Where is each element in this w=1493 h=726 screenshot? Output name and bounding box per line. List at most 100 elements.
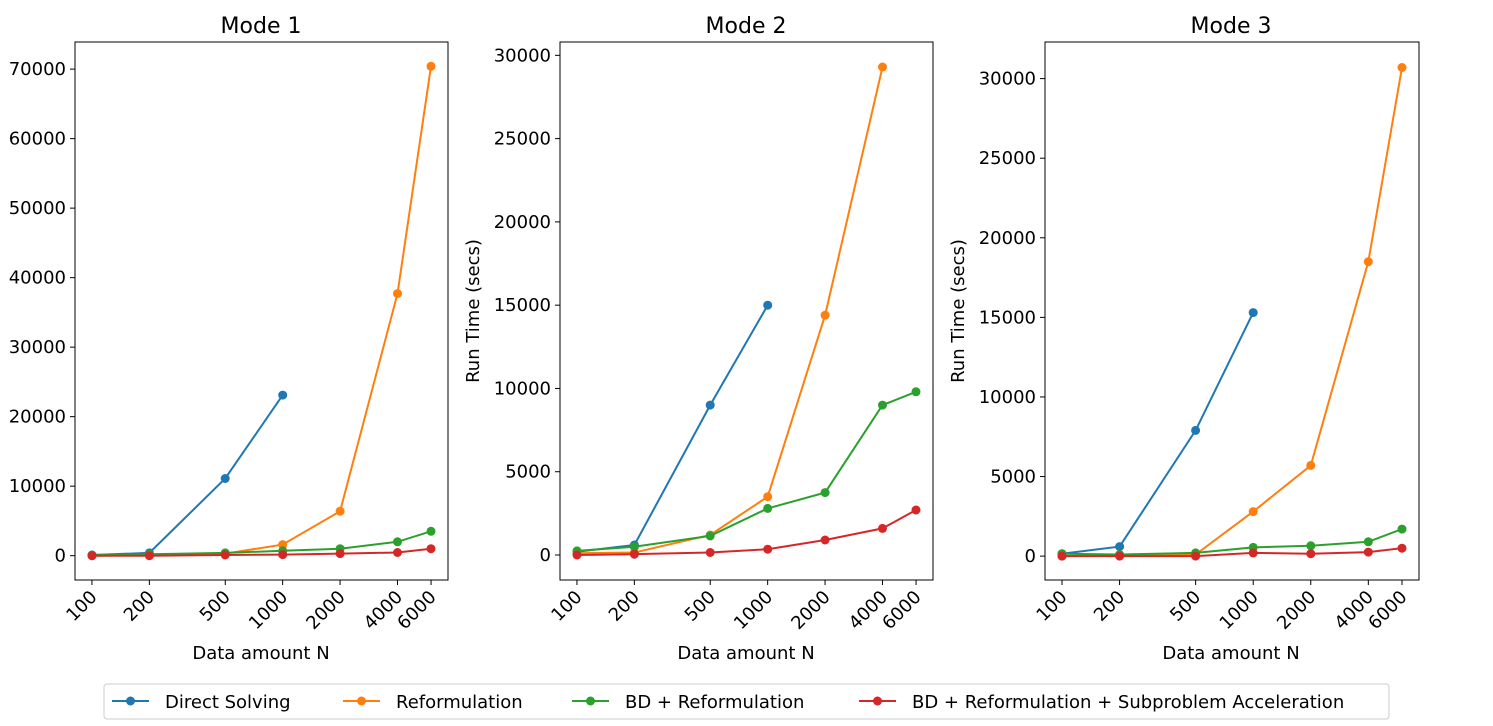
y-tick-label: 0 <box>55 546 66 567</box>
data-point <box>1363 547 1373 557</box>
data-point <box>572 550 582 560</box>
legend-entry: Direct Solving <box>112 692 291 713</box>
x-tick-label: 500 <box>196 587 235 626</box>
series-line <box>1061 67 1403 558</box>
x-axis-label: Data amount N <box>192 643 329 664</box>
series-line <box>91 394 284 556</box>
data-point <box>629 549 639 559</box>
x-tick-label: 1000 <box>1216 587 1263 634</box>
series-line <box>91 66 432 557</box>
legend-marker <box>873 696 882 706</box>
series-bd-reformulation-subproblem-acceleration <box>87 544 436 561</box>
data-point <box>278 540 288 550</box>
data-point <box>820 488 830 498</box>
panel-title: Mode 2 <box>706 14 787 39</box>
data-point <box>820 310 830 320</box>
series-line <box>576 66 884 555</box>
x-tick-label: 6000 <box>1364 587 1411 634</box>
x-tick-label: 200 <box>605 587 644 626</box>
x-tick-label: 100 <box>547 587 586 626</box>
data-point <box>1057 551 1067 561</box>
legend-label: BD + Reformulation <box>625 692 804 713</box>
legend-marker <box>586 696 595 706</box>
legend-label: Reformulation <box>396 692 523 713</box>
data-point <box>878 400 887 410</box>
x-tick-label: 200 <box>120 587 159 626</box>
x-tick-label: 6000 <box>393 587 440 634</box>
x-axis-label: Data amount N <box>677 643 814 664</box>
data-point <box>1397 524 1407 534</box>
x-tick-label: 1000 <box>730 587 777 634</box>
y-tick-label: 15000 <box>979 307 1036 328</box>
series-direct-solving <box>1057 308 1258 559</box>
data-point <box>911 387 921 397</box>
data-point <box>820 535 830 545</box>
plot-area: 0 5000 10000 15000 20000 25000 30000 100 200 500 1… <box>979 41 1420 634</box>
data-point <box>144 551 154 561</box>
panel-title: Mode 3 <box>1191 14 1272 39</box>
data-point <box>335 506 345 516</box>
y-tick-label: 20000 <box>494 212 551 233</box>
data-point <box>1248 308 1258 318</box>
y-tick-label: 40000 <box>9 268 66 289</box>
x-tick-label: 1000 <box>245 587 292 634</box>
x-tick-label: 2000 <box>1273 587 1320 634</box>
data-point <box>220 550 230 560</box>
data-point <box>1191 425 1201 435</box>
x-tick-label: 500 <box>1166 587 1205 626</box>
data-point <box>911 505 921 515</box>
data-point <box>1306 460 1316 470</box>
series-line <box>91 530 432 556</box>
panel-mode-1: Mode 1 0 10000 20000 30000 40000 50000 60000 70… <box>9 14 449 664</box>
data-point <box>393 537 402 547</box>
legend-marker <box>126 696 135 706</box>
data-point <box>1115 542 1125 552</box>
data-point <box>426 61 436 71</box>
data-point <box>1363 537 1373 547</box>
legend-entry: BD + Reformulation <box>572 692 804 713</box>
data-point <box>1191 551 1201 561</box>
x-tick-label: 100 <box>1032 587 1071 626</box>
data-point <box>1115 551 1125 561</box>
y-tick-label: 20000 <box>9 407 66 428</box>
y-tick-label: 30000 <box>9 337 66 358</box>
series-line <box>1061 312 1255 555</box>
y-tick-label: 70000 <box>9 59 66 80</box>
data-point <box>763 544 773 554</box>
y-tick-label: 25000 <box>494 129 551 150</box>
data-point <box>335 549 345 559</box>
data-point <box>1306 549 1316 559</box>
data-point <box>1397 543 1407 553</box>
data-point <box>705 548 715 557</box>
legend-frame <box>103 683 1390 720</box>
legend: Direct Solving Reformulation BD + Reformul… <box>103 683 1390 720</box>
series-line <box>1061 528 1403 556</box>
data-point <box>705 531 715 541</box>
y-tick-label: 10000 <box>494 378 551 399</box>
axes-frame <box>559 41 934 581</box>
series-bd-reformulation-subproblem-acceleration <box>1057 543 1407 561</box>
series-reformulation <box>572 62 887 558</box>
panel-title: Mode 1 <box>221 14 302 39</box>
plot-area: 0 10000 20000 30000 40000 50000 60000 70000 100 2… <box>9 41 449 634</box>
data-point <box>87 551 97 561</box>
series-bd-reformulation <box>572 387 921 556</box>
legend-entry: Reformulation <box>343 692 523 713</box>
y-tick-label: 60000 <box>9 129 66 150</box>
data-point <box>1306 541 1316 551</box>
data-point <box>426 544 436 554</box>
data-point <box>763 503 773 513</box>
y-tick-label: 20000 <box>979 228 1036 249</box>
legend-marker <box>357 696 366 706</box>
data-point <box>1363 257 1373 267</box>
data-point <box>878 523 887 533</box>
series-bd-reformulation-subproblem-acceleration <box>572 505 921 560</box>
data-point <box>1248 548 1258 558</box>
data-point <box>878 62 887 72</box>
series-line <box>576 509 917 556</box>
data-point <box>278 550 288 560</box>
data-point <box>629 542 639 552</box>
legend-entry: BD + Reformulation + Subproblem Accelera… <box>859 692 1344 713</box>
series-direct-solving <box>572 300 773 557</box>
